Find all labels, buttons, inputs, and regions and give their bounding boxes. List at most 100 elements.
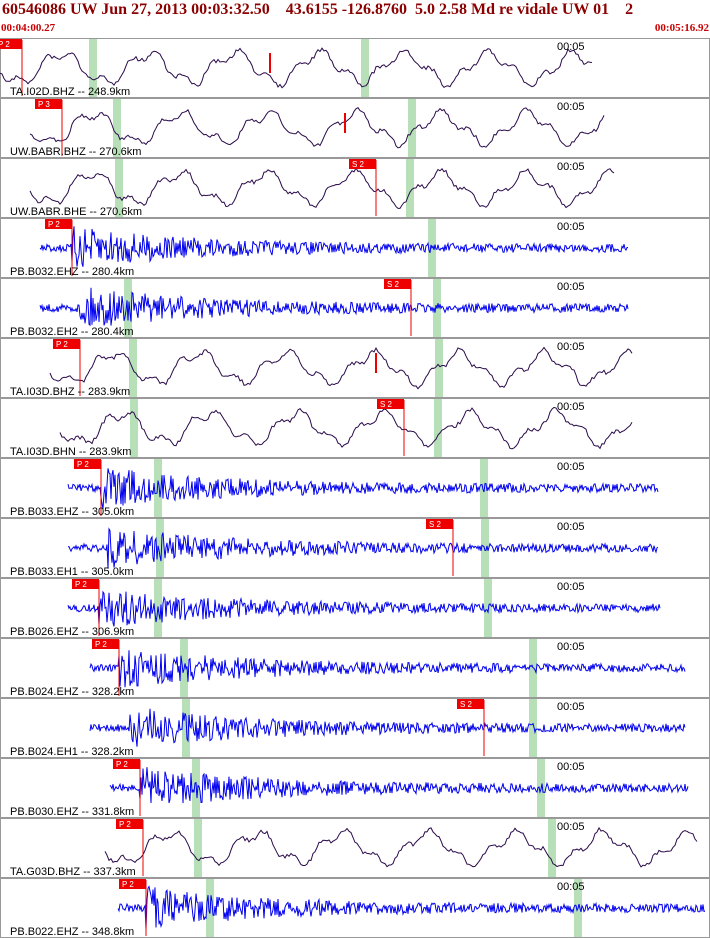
time-mark: 00:05 bbox=[557, 761, 585, 773]
traces: 00:05 P 2 TA.I02D.BHZ -- 248.9km 00:05 P 3 UW… bbox=[0, 38, 710, 938]
time-mark: 00:05 bbox=[557, 881, 585, 893]
time-mark: 00:05 bbox=[557, 521, 585, 533]
phase-band bbox=[408, 99, 416, 157]
station-label: PB.B024.EHZ -- 328.2km bbox=[10, 686, 134, 698]
time-mark: 00:05 bbox=[557, 701, 585, 713]
phase-band bbox=[156, 519, 164, 577]
panel-frame bbox=[0, 338, 710, 398]
phase-band bbox=[194, 819, 202, 877]
phase-band bbox=[124, 279, 132, 337]
pick-flag bbox=[72, 579, 99, 589]
time-mark: 00:05 bbox=[557, 641, 585, 653]
pick-label: P 2 bbox=[77, 460, 89, 469]
phase-band bbox=[182, 699, 190, 757]
pick-label: P 2 bbox=[0, 40, 10, 49]
trace-panel: 00:05 P 2 PB.B022.EHZ -- 348.8km bbox=[0, 878, 710, 938]
pick-flag bbox=[92, 639, 119, 649]
station-label: UW.BABR.BHZ -- 270.6km bbox=[10, 146, 141, 158]
waveform bbox=[89, 708, 686, 747]
trace-panel: 00:05 P 2 PB.B030.EHZ -- 331.8km bbox=[0, 758, 710, 818]
time-mark: 00:05 bbox=[557, 341, 585, 353]
pick-label: P 3 bbox=[38, 100, 50, 109]
trace-panel: 00:05 P 2 PB.B024.EHZ -- 328.2km bbox=[0, 638, 710, 698]
trace-panel: 00:05 P 2 PB.B026.EHZ -- 306.9km bbox=[0, 578, 710, 638]
station-label: PB.B030.EHZ -- 331.8km bbox=[10, 806, 134, 818]
waveform bbox=[29, 107, 605, 149]
pick-label: S 2 bbox=[460, 700, 473, 709]
station-label: PB.B033.EH1 -- 305.0km bbox=[10, 566, 134, 578]
pick-label: P 2 bbox=[119, 820, 131, 829]
trace-panel: 00:05 S 2 PB.B024.EH1 -- 328.2km bbox=[0, 698, 710, 758]
waveform bbox=[104, 826, 698, 868]
waveform bbox=[39, 287, 629, 327]
station-label: PB.B032.EH2 -- 280.4km bbox=[10, 326, 134, 338]
pick-flag bbox=[0, 39, 22, 49]
pick-flag bbox=[119, 879, 146, 889]
phase-band bbox=[484, 579, 492, 637]
station-label: UW.BABR.BHE -- 270.6km bbox=[10, 206, 142, 218]
station-label: TA.I03D.BHN -- 283.9km bbox=[10, 446, 131, 458]
waveform bbox=[67, 527, 659, 569]
event-title: 60546086 UW Jun 27, 2013 00:03:32.50 43.… bbox=[2, 1, 634, 18]
pick-label: S 2 bbox=[387, 280, 400, 289]
waveform bbox=[117, 885, 706, 930]
trace-panel: 00:05 S 2 PB.B032.EH2 -- 280.4km bbox=[0, 278, 710, 338]
time-mark: 00:05 bbox=[557, 221, 585, 233]
station-label: TA.I02D.BHZ -- 248.9km bbox=[10, 86, 130, 98]
waveform bbox=[67, 590, 661, 627]
station-label: TA.G03D.BHZ -- 337.3km bbox=[10, 866, 136, 878]
phase-band bbox=[548, 819, 556, 877]
trace-panel: 00:05 S 2 UW.BABR.BHE -- 270.6km bbox=[0, 158, 710, 218]
waveform bbox=[49, 346, 633, 390]
station-label: PB.B022.EHZ -- 348.8km bbox=[10, 926, 134, 938]
trace-panel: 00:05 P 2 PB.B032.EHZ -- 280.4km bbox=[0, 218, 710, 278]
phase-band bbox=[129, 339, 137, 397]
pick-label: S 2 bbox=[352, 160, 365, 169]
phase-band bbox=[406, 159, 414, 217]
pick-flag bbox=[426, 519, 453, 529]
pick-flag bbox=[35, 99, 62, 109]
station-label: TA.I03D.BHZ -- 283.9km bbox=[10, 386, 130, 398]
waveform bbox=[67, 468, 659, 509]
time-mark: 00:05 bbox=[557, 401, 585, 413]
trace-panel: 00:05 P 2 TA.I02D.BHZ -- 248.9km bbox=[0, 38, 710, 98]
time-mark: 00:05 bbox=[557, 101, 585, 113]
time-mark: 00:05 bbox=[557, 161, 585, 173]
waveform bbox=[89, 650, 686, 688]
waveform bbox=[0, 47, 593, 89]
phase-band bbox=[529, 699, 537, 757]
pick-flag bbox=[349, 159, 376, 169]
pick-flag bbox=[384, 279, 411, 289]
time-mark: 00:05 bbox=[557, 41, 585, 53]
pick-label: P 2 bbox=[122, 880, 134, 889]
pick-label: S 2 bbox=[429, 520, 442, 529]
trace-panel: 00:05 P 2 PB.B033.EHZ -- 305.0km bbox=[0, 458, 710, 518]
header: 60546086 UW Jun 27, 2013 00:03:32.50 43.… bbox=[0, 0, 710, 38]
phase-band bbox=[434, 399, 442, 457]
time-mark: 00:05 bbox=[557, 821, 585, 833]
trace-panel: 00:05 S 2 PB.B033.EH1 -- 305.0km bbox=[0, 518, 710, 578]
pick-flag bbox=[457, 699, 484, 709]
pick-flag bbox=[113, 759, 140, 769]
phase-band bbox=[435, 339, 443, 397]
pick-flag bbox=[74, 459, 101, 469]
waveform bbox=[109, 767, 689, 804]
panel-frame bbox=[0, 38, 710, 98]
pick-flag bbox=[377, 399, 404, 409]
station-label: PB.B032.EHZ -- 280.4km bbox=[10, 266, 134, 278]
time-mark: 00:05 bbox=[557, 281, 585, 293]
station-label: PB.B033.EHZ -- 305.0km bbox=[10, 506, 134, 518]
pick-label: P 2 bbox=[95, 640, 107, 649]
pick-label: P 2 bbox=[56, 340, 68, 349]
phase-band bbox=[481, 519, 489, 577]
station-label: PB.B024.EH1 -- 328.2km bbox=[10, 746, 134, 758]
station-label: PB.B026.EHZ -- 306.9km bbox=[10, 626, 134, 638]
pick-flag bbox=[45, 219, 72, 229]
phase-band bbox=[154, 459, 162, 517]
phase-band bbox=[113, 99, 121, 157]
phase-band bbox=[361, 39, 369, 97]
trace-panel: 00:05 P 2 TA.G03D.BHZ -- 337.3km bbox=[0, 818, 710, 878]
pick-flag bbox=[116, 819, 143, 829]
pick-label: P 2 bbox=[75, 580, 87, 589]
